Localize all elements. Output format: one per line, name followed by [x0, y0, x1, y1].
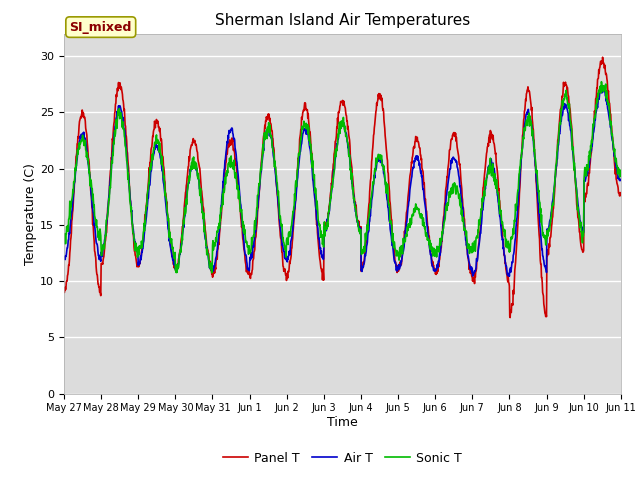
Sonic T [246, 250, 254, 256]
Air T [170, 259, 178, 265]
Panel T [170, 265, 178, 271]
Panel T [502, 260, 509, 265]
Sonic T [208, 270, 216, 276]
Sonic T [60, 241, 68, 247]
Air T [184, 183, 191, 189]
Text: SI_mixed: SI_mixed [70, 21, 132, 34]
Sonic T [551, 175, 559, 180]
Sonic T [170, 255, 178, 261]
Air T [502, 260, 509, 266]
Air T [599, 84, 607, 90]
Air T [506, 274, 513, 279]
Panel T [617, 192, 625, 198]
X-axis label: Time: Time [327, 416, 358, 429]
Air T [60, 254, 68, 260]
Panel T [551, 178, 559, 184]
Line: Panel T: Panel T [64, 57, 621, 318]
Panel T [506, 315, 514, 321]
Title: Sherman Island Air Temperatures: Sherman Island Air Temperatures [215, 13, 470, 28]
Panel T [184, 168, 191, 174]
Line: Sonic T: Sonic T [64, 82, 621, 273]
Panel T [599, 54, 607, 60]
Sonic T [502, 244, 509, 250]
Air T [617, 177, 625, 183]
Air T [429, 264, 436, 269]
Panel T [60, 288, 68, 294]
Sonic T [429, 252, 437, 258]
Line: Air T: Air T [64, 87, 621, 276]
Panel T [246, 275, 254, 280]
Sonic T [184, 185, 191, 191]
Sonic T [617, 172, 625, 178]
Y-axis label: Temperature (C): Temperature (C) [24, 163, 37, 264]
Air T [246, 254, 254, 260]
Panel T [429, 259, 436, 264]
Air T [551, 174, 559, 180]
Sonic T [598, 79, 605, 84]
Legend: Panel T, Air T, Sonic T: Panel T, Air T, Sonic T [218, 447, 467, 469]
